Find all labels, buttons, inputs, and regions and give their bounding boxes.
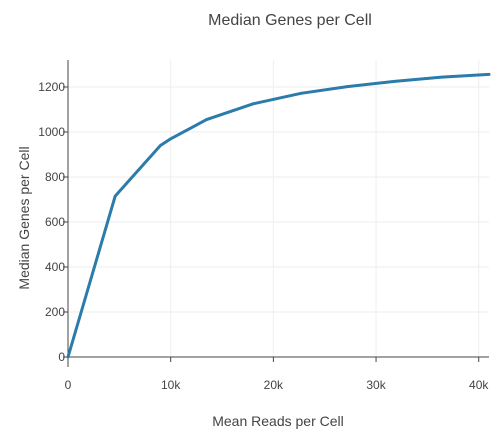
- y-tick-label: 1200: [38, 80, 65, 94]
- y-axis-title: Median Genes per Cell: [16, 146, 32, 289]
- y-tick-label: 1000: [38, 125, 65, 139]
- y-tick-label: 600: [45, 215, 65, 229]
- x-tick-label: 0: [65, 378, 72, 392]
- y-tick-label: 800: [45, 170, 65, 184]
- x-axis-ticks: 0 10k 20k 30k 40k: [65, 357, 489, 392]
- series-line: [66, 72, 491, 359]
- x-tick-label: 30k: [366, 378, 386, 392]
- y-axis-ticks: 0 200 400 600 800 1000 1200: [38, 80, 68, 364]
- x-axis-title: Mean Reads per Cell: [212, 413, 344, 429]
- y-tick-label: 0: [58, 350, 65, 364]
- chart-title: Median Genes per Cell: [208, 12, 372, 29]
- grid-lines: [68, 60, 489, 357]
- x-tick-label: 10k: [161, 378, 181, 392]
- y-tick-label: 400: [45, 260, 65, 274]
- y-tick-label: 200: [45, 305, 65, 319]
- x-tick-label: 20k: [264, 378, 284, 392]
- series-group: [66, 72, 491, 359]
- x-tick-label: 40k: [469, 378, 489, 392]
